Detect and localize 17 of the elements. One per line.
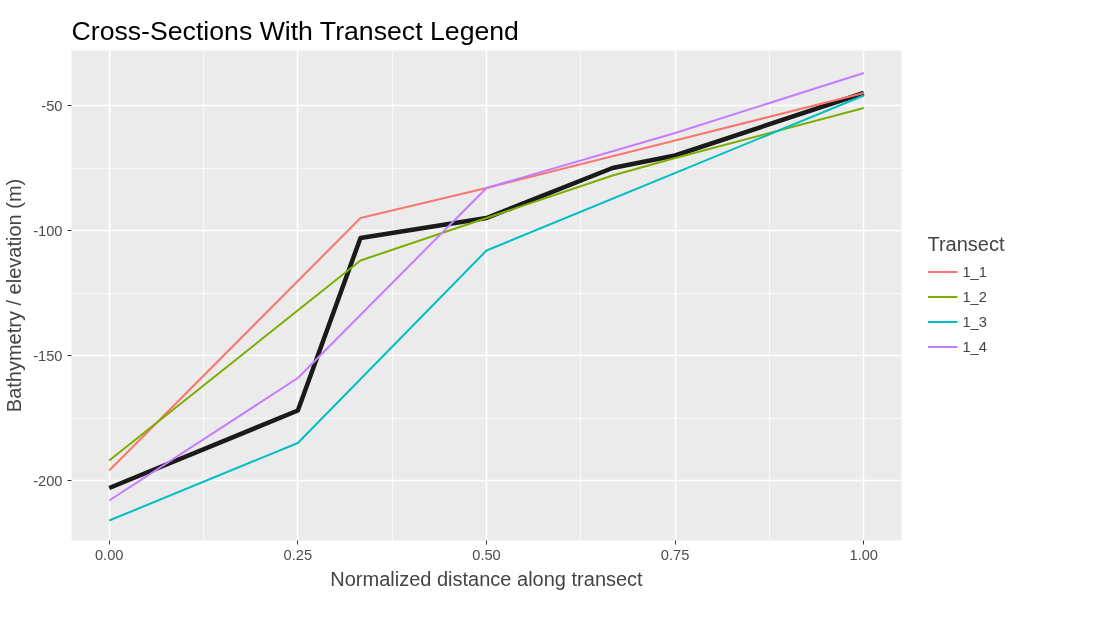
x-tick-label: 0.00 [94, 546, 124, 563]
x-tick-label: 0.75 [660, 546, 690, 563]
chart-title: Cross-Sections With Transect Legend [71, 15, 519, 46]
y-tick-label: -100 [33, 222, 63, 239]
legend-label: 1_1 [962, 263, 987, 280]
x-tick-label: 0.50 [472, 546, 501, 563]
x-tick-label: 0.25 [283, 546, 313, 563]
legend-title: Transect [927, 232, 1005, 256]
y-axis-title: Bathymetry / elevation (m) [3, 178, 26, 413]
y-tick-label: -200 [33, 472, 63, 489]
x-tick-label: 1.00 [849, 546, 879, 563]
x-axis-title: Normalized distance along transect [330, 567, 644, 590]
legend-label: 1_3 [962, 313, 987, 330]
y-tick-label: -150 [33, 347, 63, 364]
y-tick-label: -50 [41, 97, 63, 114]
legend-label: 1_4 [962, 338, 987, 355]
legend-label: 1_2 [962, 288, 987, 305]
